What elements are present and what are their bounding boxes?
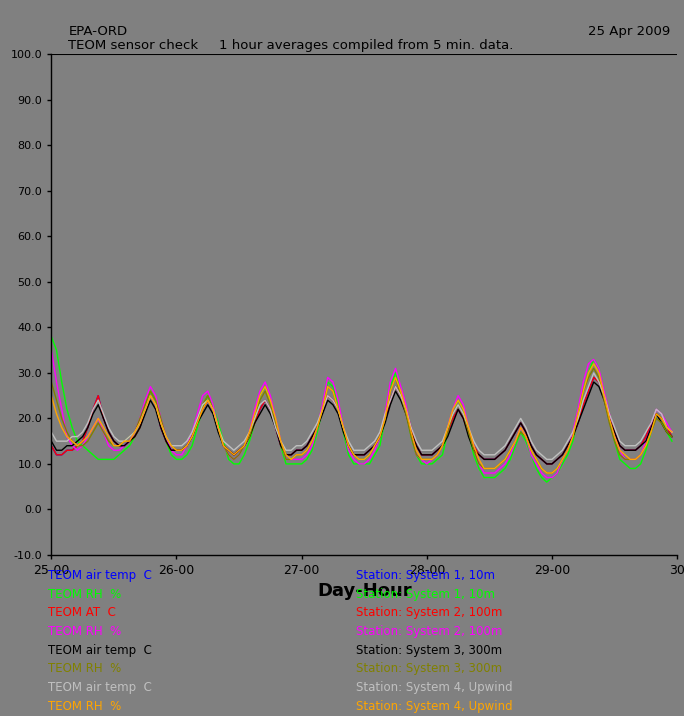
Text: 1 hour averages compiled from 5 min. data.: 1 hour averages compiled from 5 min. dat… bbox=[219, 39, 513, 52]
X-axis label: Day-Hour: Day-Hour bbox=[317, 583, 412, 601]
Text: TEOM AT  C: TEOM AT C bbox=[48, 606, 116, 619]
Text: TEOM air temp  C: TEOM air temp C bbox=[48, 569, 152, 582]
Text: TEOM RH  %: TEOM RH % bbox=[48, 625, 121, 638]
Text: Station: System 3, 300m: Station: System 3, 300m bbox=[356, 644, 502, 657]
Text: Station: System 2, 100m: Station: System 2, 100m bbox=[356, 606, 502, 619]
Text: TEOM RH  %: TEOM RH % bbox=[48, 588, 121, 601]
Text: TEOM sensor check: TEOM sensor check bbox=[68, 39, 198, 52]
Text: Station: System 3, 300m: Station: System 3, 300m bbox=[356, 662, 502, 675]
Text: TEOM RH  %: TEOM RH % bbox=[48, 662, 121, 675]
Text: Station: System 2, 100m: Station: System 2, 100m bbox=[356, 625, 502, 638]
Text: Station: System 4, Upwind: Station: System 4, Upwind bbox=[356, 700, 512, 712]
Text: EPA-ORD: EPA-ORD bbox=[68, 25, 127, 38]
Text: Station: System 1, 10m: Station: System 1, 10m bbox=[356, 569, 495, 582]
Text: Station: System 4, Upwind: Station: System 4, Upwind bbox=[356, 681, 512, 694]
Text: Station: System 1, 10m: Station: System 1, 10m bbox=[356, 588, 495, 601]
Text: TEOM air temp  C: TEOM air temp C bbox=[48, 644, 152, 657]
Text: 25 Apr 2009: 25 Apr 2009 bbox=[588, 25, 670, 38]
Text: TEOM air temp  C: TEOM air temp C bbox=[48, 681, 152, 694]
Text: TEOM RH  %: TEOM RH % bbox=[48, 700, 121, 712]
